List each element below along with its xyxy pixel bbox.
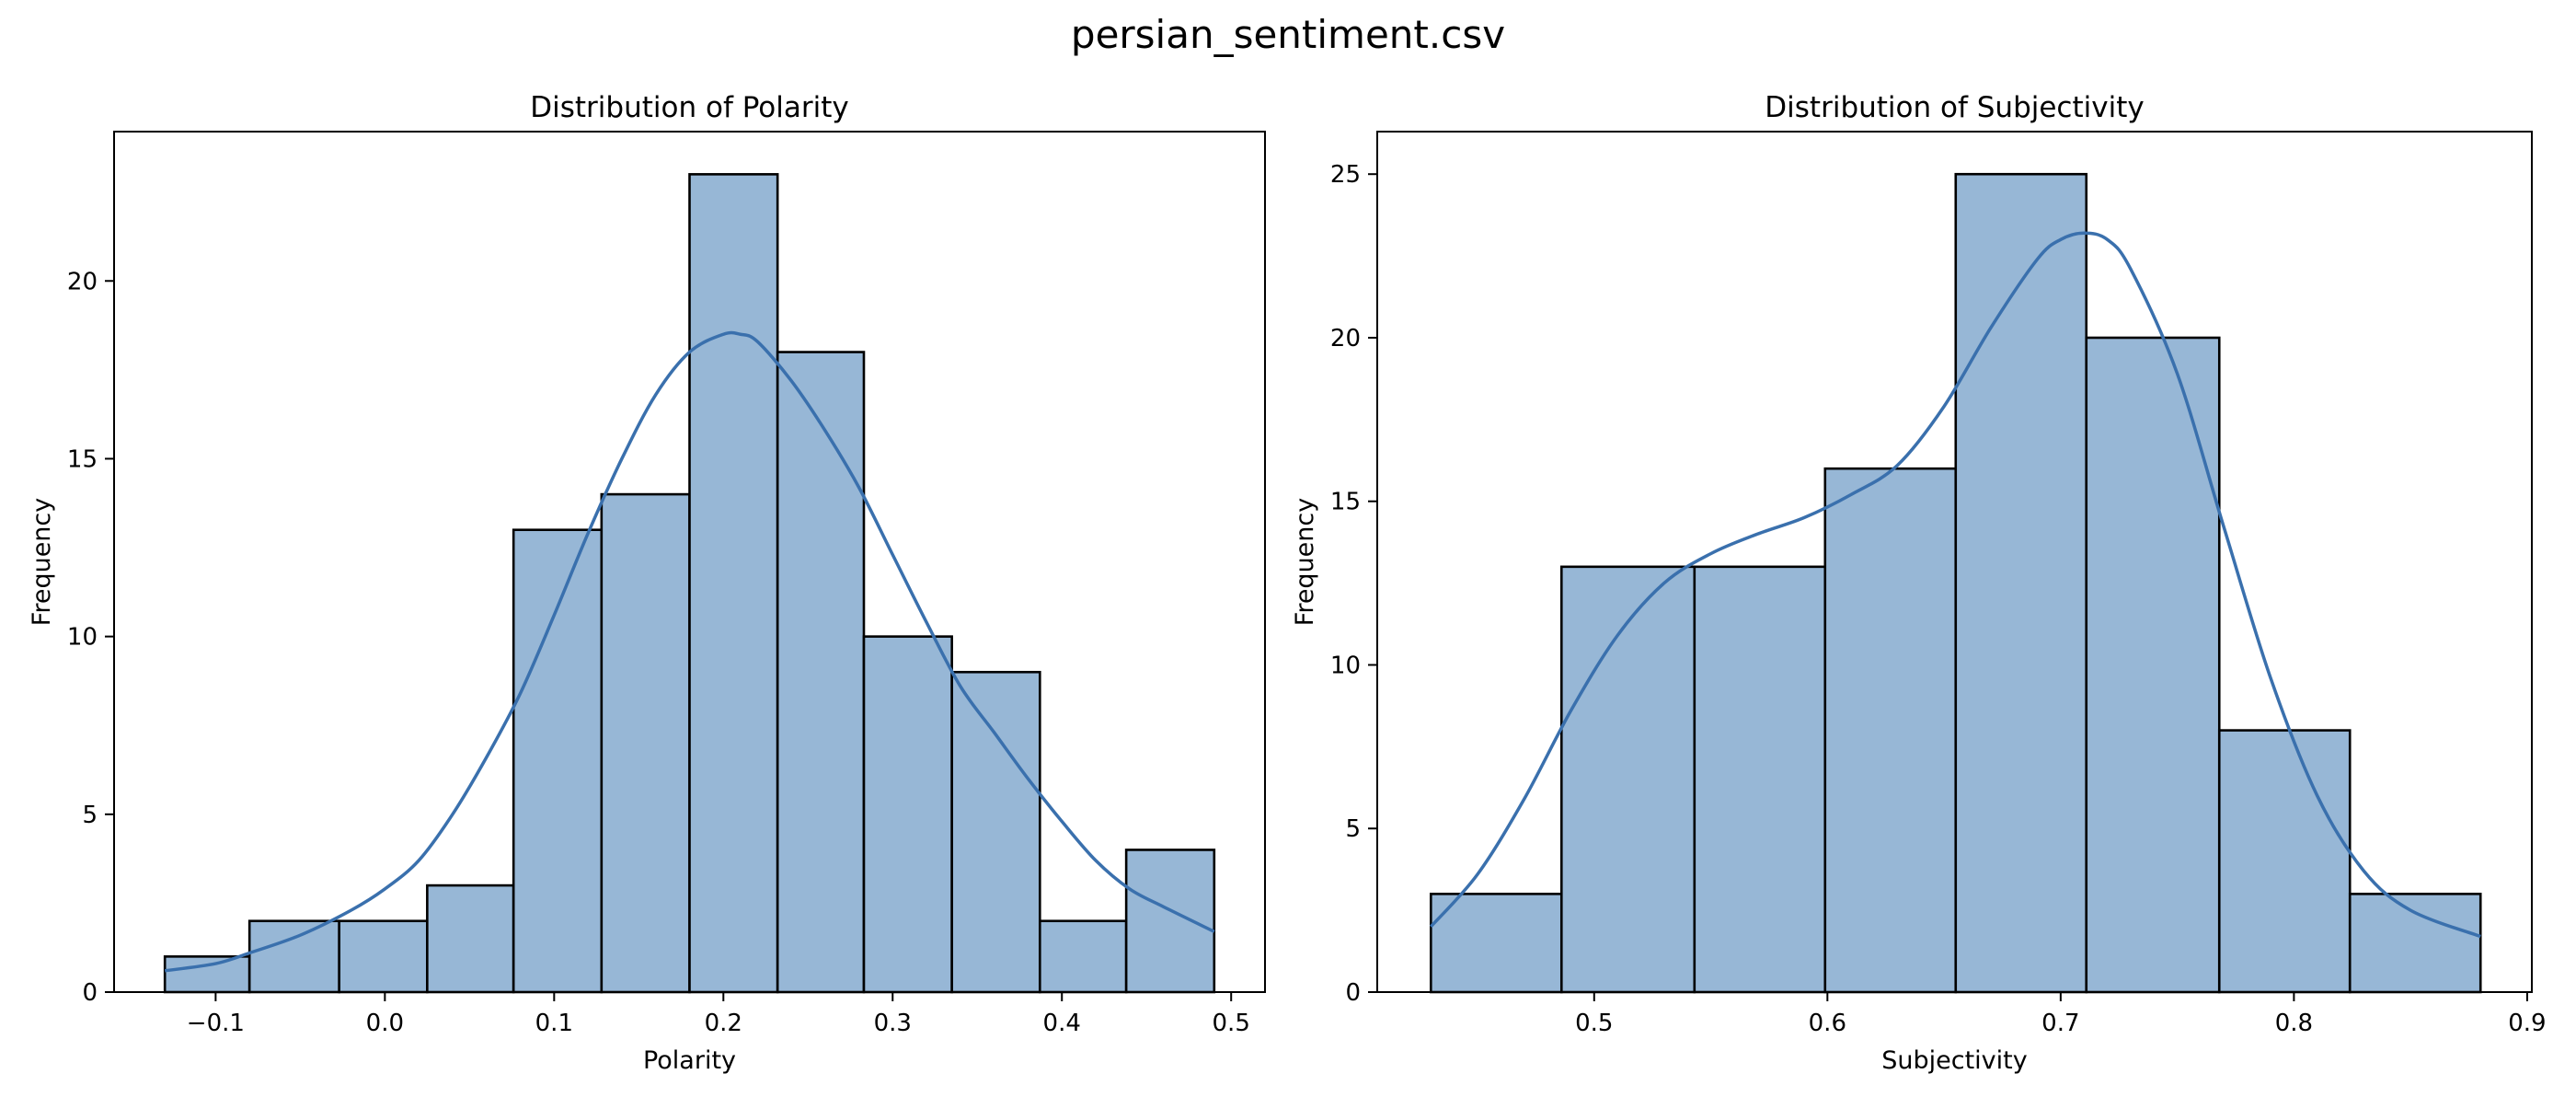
x-tick-label: 0.5 xyxy=(1575,1010,1613,1037)
x-tick-label: 0.8 xyxy=(2275,1010,2313,1037)
histogram-bar xyxy=(1039,919,1128,994)
histogram-bar xyxy=(247,919,340,994)
histogram-bar xyxy=(688,173,779,994)
y-tick-label: 10 xyxy=(1330,652,1361,679)
chart-1: −0.1 0.0 0.1 0.2 0.3 0.4 0.5 0 5 10 15 20 Distributi… xyxy=(28,91,1266,1075)
histogram-bar xyxy=(338,919,429,994)
y-tick-label: 15 xyxy=(1330,489,1361,516)
y-axis-label: Frequency xyxy=(28,498,56,627)
x-tick-label: 0.2 xyxy=(705,1010,742,1037)
x-tick-label: −0.1 xyxy=(187,1010,245,1037)
histogram-bar xyxy=(1430,893,1563,994)
y-tick-label: 15 xyxy=(67,445,98,473)
x-tick-label: 0.9 xyxy=(2508,1010,2546,1037)
charts-container: −0.1 0.0 0.1 0.2 0.3 0.4 0.5 0 5 10 15 20 Distributi… xyxy=(28,91,2547,1075)
y-tick-label: 20 xyxy=(67,268,98,295)
x-tick-label: 0.7 xyxy=(2041,1010,2079,1037)
y-tick-label: 5 xyxy=(82,802,98,829)
x-axis-label: Polarity xyxy=(643,1046,736,1075)
kde-line xyxy=(164,330,1215,973)
histogram-bar xyxy=(163,955,251,994)
histogram-bar xyxy=(2085,336,2221,994)
histogram-bar xyxy=(950,670,1041,994)
x-tick-label: 0.3 xyxy=(874,1010,912,1037)
x-tick-label: 0.5 xyxy=(1213,1010,1250,1037)
y-tick-label: 0 xyxy=(82,979,98,1007)
y-axis-label: Frequency xyxy=(1291,498,1319,627)
y-tick-label: 0 xyxy=(1345,979,1361,1007)
y-tick-label: 25 xyxy=(1330,161,1361,189)
histogram-bar xyxy=(600,492,691,994)
chart-2: 0.5 0.6 0.7 0.8 0.9 0 5 10 15 20 25 Distribution of… xyxy=(1291,91,2547,1075)
x-tick-label: 0.0 xyxy=(366,1010,404,1037)
kde-line xyxy=(1430,231,2481,939)
y-tick-label: 10 xyxy=(67,624,98,652)
histogram-bar xyxy=(862,635,953,994)
chart-title: Distribution of Subjectivity xyxy=(1765,91,2144,124)
y-tick-label: 5 xyxy=(1345,815,1361,843)
x-tick-label: 0.6 xyxy=(1809,1010,1846,1037)
chart-title: Distribution of Polarity xyxy=(530,91,848,124)
histogram-bar xyxy=(512,528,604,994)
y-tick-label: 20 xyxy=(1330,325,1361,352)
figure-title: persian_sentiment.csv xyxy=(1071,12,1505,57)
histogram-bar xyxy=(776,351,866,994)
histogram-bar xyxy=(1559,565,1696,994)
histogram-bar xyxy=(2348,893,2482,994)
histogram-bar xyxy=(1124,849,1216,994)
histogram-bar xyxy=(2217,729,2352,994)
axes-frame xyxy=(113,131,1266,993)
histogram-bar xyxy=(426,883,515,994)
x-axis-label: Subjectivity xyxy=(1881,1046,2028,1075)
histogram-bar xyxy=(1823,467,1958,994)
histogram-bar xyxy=(1693,565,1827,994)
axes-frame xyxy=(1376,131,2533,993)
histogram-bar xyxy=(1954,172,2088,994)
x-tick-label: 0.1 xyxy=(535,1010,573,1037)
x-tick-label: 0.4 xyxy=(1043,1010,1081,1037)
